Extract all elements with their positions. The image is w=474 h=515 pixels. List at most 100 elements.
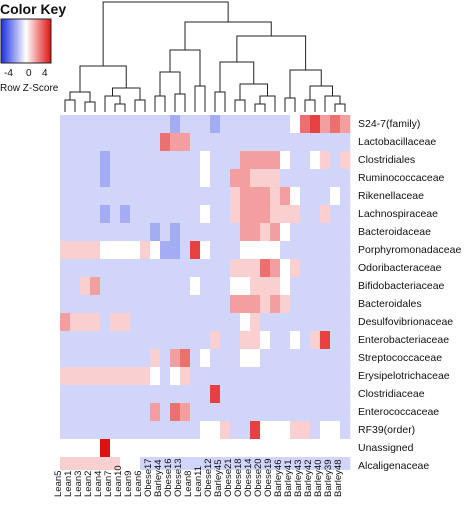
heatmap-cell: [260, 457, 271, 470]
heatmap-cell: [340, 349, 351, 368]
heatmap-cell: [330, 133, 341, 152]
heatmap-cell: [70, 331, 81, 350]
heatmap-cell: [60, 115, 71, 134]
heatmap-cell: [110, 241, 121, 260]
heatmap-cell: [200, 259, 211, 278]
heatmap-cell: [240, 457, 251, 470]
heatmap-cell: [280, 457, 291, 470]
heatmap-cell: [300, 169, 311, 188]
heatmap-cell: [170, 295, 181, 314]
heatmap-cell: [110, 205, 121, 224]
row-label: Lactobacillaceae: [358, 136, 437, 148]
heatmap-cell: [110, 169, 121, 188]
heatmap-cell: [220, 151, 231, 170]
heatmap-cell: [110, 277, 121, 296]
heatmap-cell: [220, 205, 231, 224]
heatmap-cell: [330, 259, 341, 278]
heatmap-cell: [120, 241, 131, 260]
heatmap-cell: [260, 439, 271, 458]
heatmap-cell: [230, 205, 241, 224]
heatmap-cell: [240, 439, 251, 458]
heatmap-cell: [140, 367, 151, 386]
heatmap-cell: [110, 331, 121, 350]
heatmap-cell: [270, 349, 281, 368]
heatmap-cell: [180, 421, 191, 440]
heatmap-cell: [250, 187, 261, 206]
heatmap-cell: [230, 223, 241, 242]
heatmap-cell: [200, 151, 211, 170]
heatmap-cell: [110, 421, 121, 440]
heatmap-cell: [100, 295, 111, 314]
heatmap-cell: [120, 313, 131, 332]
heatmap-cell: [120, 367, 131, 386]
heatmap-cell: [270, 367, 281, 386]
heatmap-cell: [180, 187, 191, 206]
heatmap-cell: [250, 403, 261, 422]
heatmap-cell: [160, 187, 171, 206]
heatmap-cell: [120, 349, 131, 368]
heatmap-cell: [270, 421, 281, 440]
heatmap-cell: [120, 277, 131, 296]
heatmap-cell: [250, 439, 261, 458]
heatmap-cell: [300, 421, 311, 440]
heatmap-cell: [110, 295, 121, 314]
heatmap-cell: [230, 403, 241, 422]
heatmap-cell: [330, 331, 341, 350]
heatmap-cell: [280, 187, 291, 206]
heatmap-cell: [170, 421, 181, 440]
row-label: Lachnospiraceae: [358, 208, 438, 220]
heatmap-cell: [240, 259, 251, 278]
heatmap-cell: [150, 403, 161, 422]
row-label: Odoribacteraceae: [358, 262, 442, 274]
heatmap-cell: [310, 259, 321, 278]
heatmap-cell: [250, 205, 261, 224]
heatmap-cell: [320, 115, 331, 134]
heatmap-cell: [190, 169, 201, 188]
heatmap-cell: [120, 439, 131, 458]
heatmap-cell: [230, 169, 241, 188]
heatmap-cell: [80, 187, 91, 206]
heatmap-cell: [90, 205, 101, 224]
heatmap-cell: [270, 439, 281, 458]
heatmap-cell: [160, 241, 171, 260]
heatmap-cell: [160, 223, 171, 242]
heatmap-cell: [250, 295, 261, 314]
heatmap-cell: [230, 457, 241, 470]
heatmap-cell: [180, 385, 191, 404]
heatmap-cell: [150, 349, 161, 368]
heatmap-cell: [260, 133, 271, 152]
heatmap-cell: [190, 331, 201, 350]
heatmap-cell: [300, 259, 311, 278]
heatmap-cell: [70, 457, 81, 470]
heatmap-cell: [220, 421, 231, 440]
heatmap-cell: [160, 133, 171, 152]
heatmap-cell: [260, 205, 271, 224]
heatmap-cell: [200, 277, 211, 296]
heatmap-cell: [240, 133, 251, 152]
heatmap-cell: [300, 151, 311, 170]
heatmap-cell: [280, 295, 291, 314]
heatmap-cell: [270, 331, 281, 350]
heatmap-cell: [320, 331, 331, 350]
heatmap-cell: [200, 169, 211, 188]
heatmap-cell: [100, 133, 111, 152]
heatmap-cell: [100, 241, 111, 260]
heatmap-cell: [320, 439, 331, 458]
heatmap-cell: [110, 367, 121, 386]
heatmap-cell: [150, 295, 161, 314]
heatmap-cell: [190, 385, 201, 404]
heatmap-cell: [210, 295, 221, 314]
heatmap-cell: [320, 421, 331, 440]
heatmap-cell: [120, 295, 131, 314]
heatmap-cell: [340, 133, 351, 152]
heatmap-cell: [140, 331, 151, 350]
heatmap-cell: [90, 403, 101, 422]
heatmap-cell: [160, 349, 171, 368]
heatmap-cell: [310, 331, 321, 350]
heatmap-cell: [240, 187, 251, 206]
heatmap-cell: [180, 457, 191, 470]
heatmap-cell: [200, 331, 211, 350]
heatmap-cell: [70, 349, 81, 368]
heatmap-cell: [60, 439, 71, 458]
heatmap-cell: [80, 439, 91, 458]
